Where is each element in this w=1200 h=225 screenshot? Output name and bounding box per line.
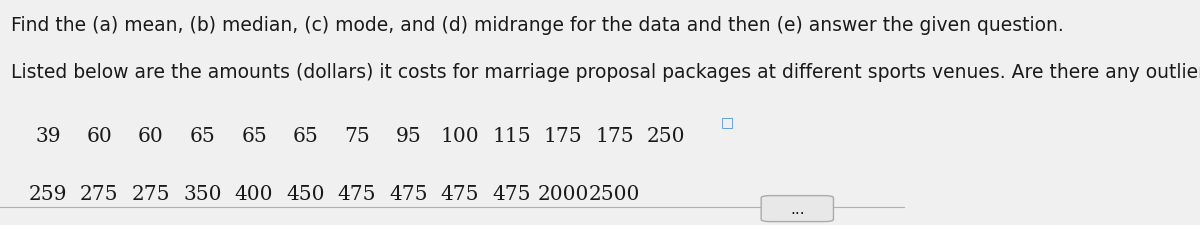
Text: □: □ <box>720 115 733 129</box>
Text: 475: 475 <box>440 184 479 203</box>
Text: 175: 175 <box>595 126 634 145</box>
FancyBboxPatch shape <box>761 196 834 222</box>
Text: 39: 39 <box>35 126 61 145</box>
Text: 75: 75 <box>344 126 370 145</box>
Text: 100: 100 <box>440 126 480 145</box>
Text: 65: 65 <box>241 126 266 145</box>
Text: 65: 65 <box>293 126 318 145</box>
Text: ...: ... <box>790 201 805 216</box>
Text: 2000: 2000 <box>538 184 589 203</box>
Text: 475: 475 <box>338 184 377 203</box>
Text: 60: 60 <box>86 126 113 145</box>
Text: 400: 400 <box>235 184 274 203</box>
Text: 475: 475 <box>389 184 428 203</box>
Text: 115: 115 <box>492 126 530 145</box>
Text: 250: 250 <box>647 126 685 145</box>
Text: 275: 275 <box>80 184 119 203</box>
Text: 259: 259 <box>29 184 67 203</box>
Text: 95: 95 <box>396 126 421 145</box>
Text: 60: 60 <box>138 126 164 145</box>
Text: 350: 350 <box>184 184 222 203</box>
Text: Find the (a) mean, (b) median, (c) mode, and (d) midrange for the data and then : Find the (a) mean, (b) median, (c) mode,… <box>11 16 1063 35</box>
Text: 475: 475 <box>492 184 530 203</box>
Text: 450: 450 <box>287 184 325 203</box>
Text: Listed below are the amounts (dollars) it costs for marriage proposal packages a: Listed below are the amounts (dollars) i… <box>11 63 1200 82</box>
Text: 275: 275 <box>132 184 170 203</box>
Text: 175: 175 <box>544 126 582 145</box>
Text: 65: 65 <box>190 126 215 145</box>
Text: 2500: 2500 <box>589 184 641 203</box>
